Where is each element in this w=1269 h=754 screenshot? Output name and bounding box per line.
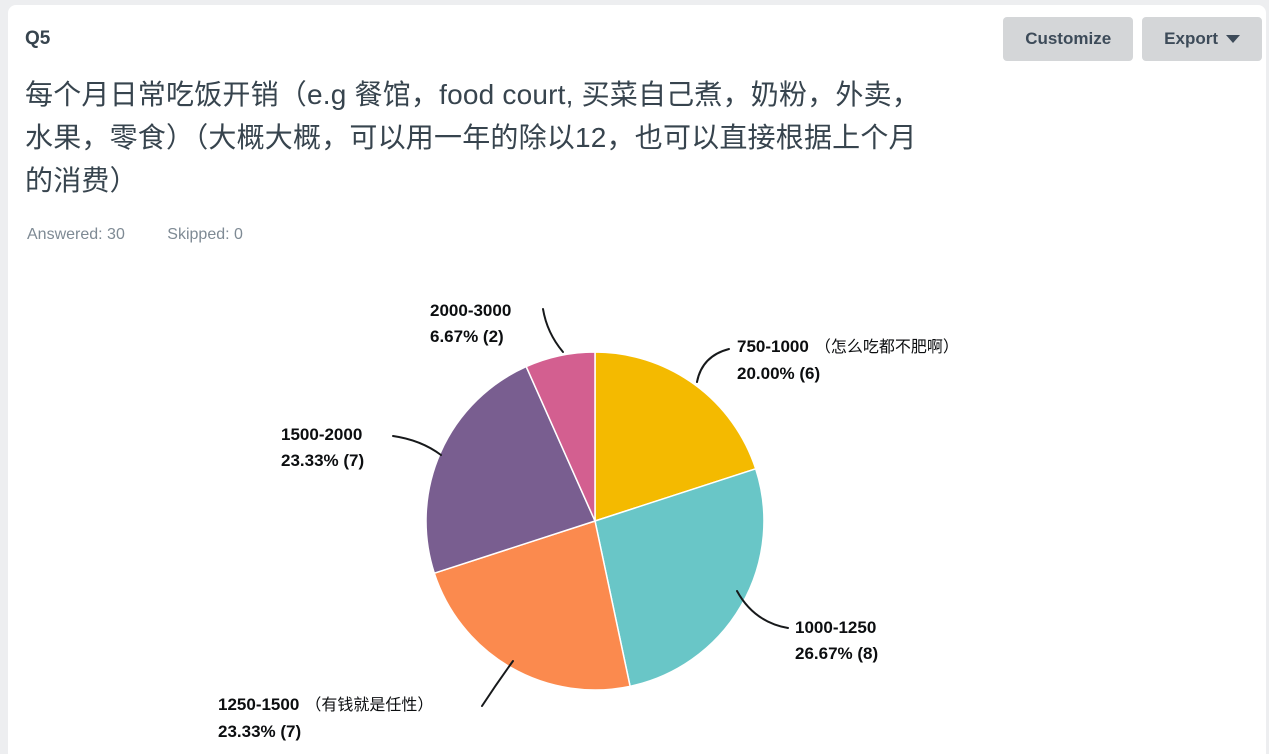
question-title-line: 的消费） xyxy=(25,165,138,196)
chevron-down-icon xyxy=(1226,35,1240,43)
question-results-card: Q5 Customize Export 每个月日常吃饭开销（e.g 餐馆，foo… xyxy=(8,5,1266,754)
response-stats: Answered: 30 Skipped: 0 xyxy=(27,226,243,244)
pie-slice-1000-1250[interactable] xyxy=(594,467,765,688)
slice-label-range: 1000-1250 xyxy=(795,618,877,637)
slice-label-percent: 23.33% (7) xyxy=(281,451,365,470)
slice-label-1250-1500: 1250-1500 （有钱就是任性） 23.33% (7) xyxy=(218,692,433,745)
slice-label-2000-3000: 2000-3000 6.67% (2) xyxy=(430,298,511,350)
export-label: Export xyxy=(1164,29,1218,48)
slice-label-range: 1250-1500 xyxy=(218,695,300,714)
slice-label-1000-1250: 1000-1250 26.67% (8) xyxy=(795,615,878,667)
label-leader-line xyxy=(736,590,789,629)
pie-chart: 750-1000 （怎么吃都不肥啊） 20.00% (6) 1000-1250 26.6… xyxy=(8,270,1266,754)
slice-label-range: 1500-2000 xyxy=(281,425,363,444)
slice-label-note: （有钱就是任性） xyxy=(305,697,434,714)
answered-count: Answered: 30 xyxy=(27,226,125,243)
slice-label-range: 750-1000 xyxy=(737,337,809,356)
toolbar: Customize Export xyxy=(1003,17,1262,61)
customize-label: Customize xyxy=(1025,29,1112,48)
question-title: 每个月日常吃饭开销（e.g 餐馆，food court, 买菜自己煮，奶粉，外卖… xyxy=(25,73,920,202)
label-leader-line xyxy=(392,435,442,456)
label-leader-line xyxy=(696,348,730,383)
pie-slice-2000-3000[interactable] xyxy=(525,351,596,522)
question-title-line: 水果，零食）（大概大概，可以用一年的除以12，也可以直接根据上个月 xyxy=(25,122,917,153)
pie-chart-canvas xyxy=(392,308,789,707)
label-leader-line xyxy=(481,660,514,707)
slice-label-range: 2000-3000 xyxy=(430,301,512,320)
question-number: Q5 xyxy=(25,28,51,49)
export-button[interactable]: Export xyxy=(1142,17,1262,61)
customize-button[interactable]: Customize xyxy=(1003,17,1134,61)
pie-slice-1250-1500[interactable] xyxy=(433,520,631,691)
slice-label-750-1000: 750-1000 （怎么吃都不肥啊） 20.00% (6) xyxy=(737,334,959,387)
pie-slice-750-1000[interactable] xyxy=(594,351,757,523)
slice-label-1500-2000: 1500-2000 23.33% (7) xyxy=(281,422,364,474)
label-leader-line xyxy=(542,308,564,353)
slice-label-percent: 20.00% (6) xyxy=(737,364,821,383)
slice-label-percent: 23.33% (7) xyxy=(218,722,302,741)
pie-slice-1500-2000[interactable] xyxy=(425,365,597,575)
skipped-count: Skipped: 0 xyxy=(167,226,243,243)
slice-label-percent: 26.67% (8) xyxy=(795,644,879,663)
question-title-line: 每个月日常吃饭开销（e.g 餐馆，food court, 买菜自己煮，奶粉，外卖… xyxy=(25,79,920,110)
slice-label-note: （怎么吃都不肥啊） xyxy=(814,339,959,356)
slice-label-percent: 6.67% (2) xyxy=(430,327,504,346)
